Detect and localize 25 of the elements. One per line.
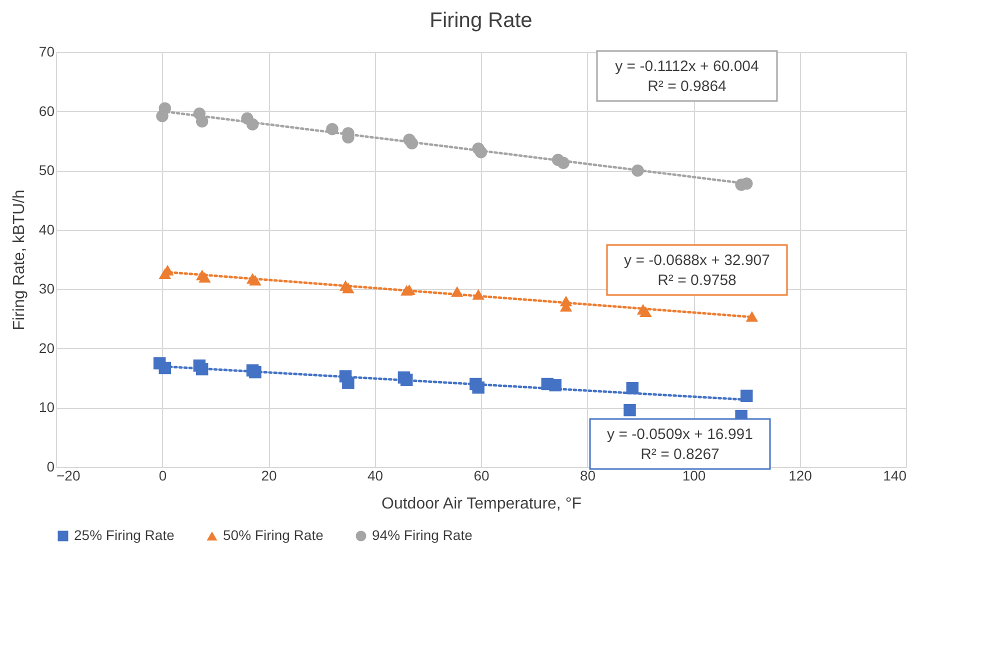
y-tick-label: 50 (38, 162, 55, 178)
annotation: y = -0.0509x + 16.991 R² = 0.8267 (607, 426, 753, 463)
chart-title: Firing Rate (430, 9, 532, 32)
legend-label: 94% Firing Rate (372, 527, 473, 543)
y-tick-label: 40 (38, 221, 55, 238)
y-tick-label: 70 (38, 44, 55, 60)
x-tick-label: 120 (788, 468, 812, 484)
y-tick-label: 30 (38, 280, 55, 297)
x-tick-label: −20 (56, 468, 80, 484)
y-tick-label: 60 (38, 102, 55, 119)
y-tick-label: 20 (38, 340, 55, 356)
legend-label: 25% Firing Rate (74, 527, 175, 543)
annotation: y = -0.0688x + 32.907 R² = 0.9758 (624, 252, 770, 289)
x-tick-label: 100 (682, 468, 706, 484)
x-tick-label: 20 (261, 468, 277, 484)
legend-label: 50% Firing Rate (223, 527, 324, 543)
x-tick-label: 40 (367, 468, 384, 484)
x-tick-label: 60 (474, 468, 490, 484)
x-tick-label: 140 (883, 468, 907, 484)
x-tick-label: 80 (580, 468, 596, 484)
x-tick-label: 0 (158, 468, 167, 484)
y-tick-label: 10 (38, 399, 55, 416)
y-axis-title: Firing Rate, kBTU/h (10, 190, 28, 330)
x-axis-title: Outdoor Air Temperature, °F (382, 496, 582, 512)
annotation: y = -0.1112x + 60.004 R² = 0.9864 (615, 58, 759, 95)
